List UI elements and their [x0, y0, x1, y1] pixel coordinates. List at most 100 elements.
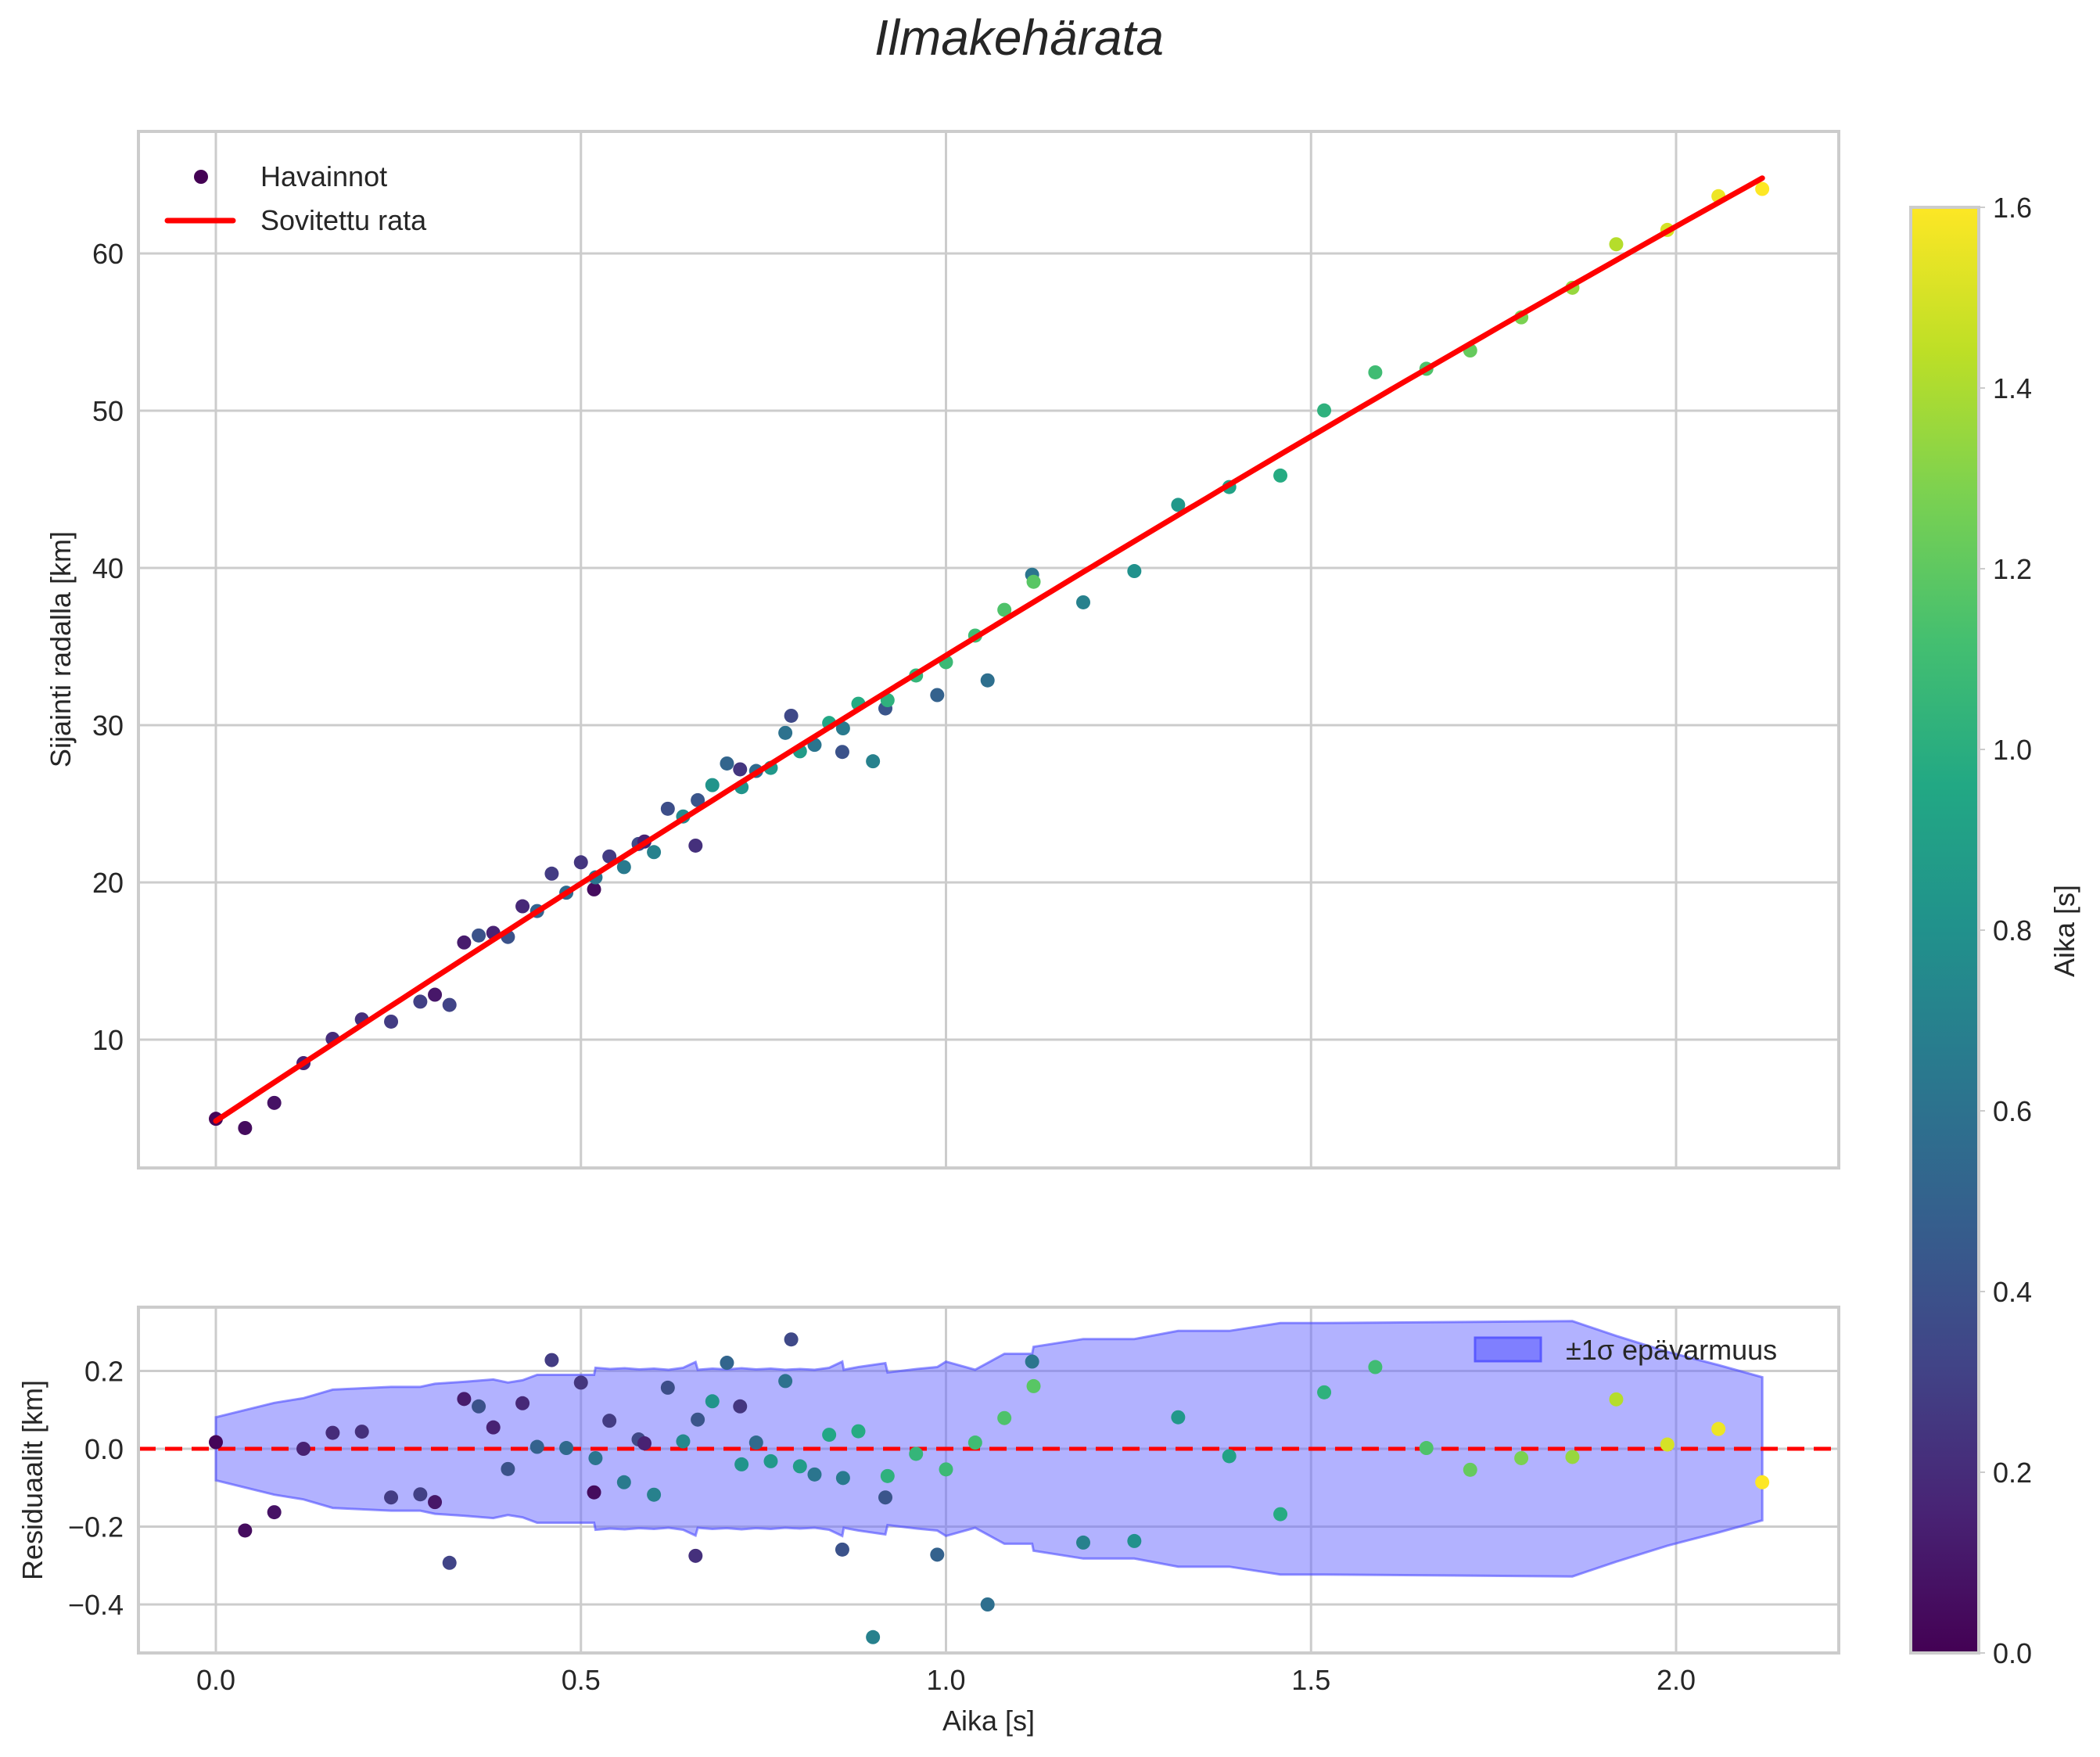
residual-point	[413, 1487, 427, 1501]
observation-point	[930, 688, 944, 702]
residual-point	[784, 1332, 799, 1346]
residual-point	[1420, 1441, 1434, 1455]
residual-point	[355, 1425, 369, 1439]
residual-point	[588, 1451, 602, 1465]
observation-point	[443, 998, 457, 1012]
observation-point	[1317, 404, 1331, 418]
top-y-tick: 40	[92, 552, 124, 584]
top-y-tick: 10	[92, 1024, 124, 1056]
residual-point	[1171, 1410, 1185, 1425]
observation-point	[720, 756, 734, 771]
chart-title: Ilmakehärata	[874, 9, 1164, 66]
residual-point	[793, 1459, 807, 1473]
top-y-tick: 30	[92, 710, 124, 742]
colorbar-tick: 1.6	[1993, 192, 2032, 224]
colorbar: 0.00.20.40.60.81.01.21.41.6 Aika [s]	[1911, 192, 2080, 1669]
residual-point	[384, 1490, 398, 1504]
residual-point	[691, 1413, 705, 1427]
residual-point	[587, 1486, 601, 1500]
residual-point	[749, 1435, 763, 1450]
residual-point	[1273, 1507, 1287, 1522]
observation-point	[1609, 237, 1623, 251]
observation-point	[1127, 564, 1141, 578]
residual-point	[267, 1505, 282, 1519]
legend-label-observations: Havainnot	[260, 160, 387, 192]
top-y-tick-labels: 10 20 30 40 50 60	[92, 238, 124, 1056]
residual-point	[209, 1435, 223, 1450]
x-tick-labels: 0.00.51.01.52.0	[196, 1664, 1696, 1696]
observation-point	[784, 709, 799, 723]
observation-point	[1076, 595, 1090, 609]
residual-point	[1076, 1536, 1090, 1550]
bottom-y-tick-labels: 0.20.0−0.2−0.4	[68, 1356, 124, 1622]
residual-point	[647, 1488, 661, 1502]
bottom-y-tick: 0.0	[84, 1433, 124, 1465]
residual-point	[720, 1356, 734, 1370]
residual-point	[325, 1426, 339, 1440]
residual-point	[501, 1462, 515, 1476]
legend-label-fit: Sovitettu rata	[260, 204, 427, 236]
residual-point	[1609, 1392, 1623, 1407]
bottom-y-tick: 0.2	[84, 1356, 124, 1388]
x-tick: 0.0	[196, 1664, 235, 1696]
observation-point	[647, 845, 661, 859]
observation-point	[688, 839, 702, 853]
observation-point	[835, 745, 849, 759]
residual-point	[1660, 1438, 1675, 1452]
colorbar-tick: 1.2	[1993, 553, 2032, 585]
bottom-y-axis-label: Residuaalit [km]	[16, 1380, 48, 1580]
x-tick: 1.5	[1291, 1664, 1330, 1696]
residual-point	[661, 1381, 675, 1395]
residual-point	[836, 1471, 850, 1485]
observation-point	[574, 855, 588, 869]
bottom-y-tick: −0.4	[68, 1589, 124, 1621]
residual-point	[1755, 1475, 1769, 1489]
residual-point	[296, 1442, 311, 1456]
legend-label-uncertainty: ±1σ epävarmuus	[1566, 1334, 1777, 1366]
residual-point	[457, 1392, 471, 1406]
residual-point	[851, 1425, 865, 1439]
x-axis-label: Aika [s]	[942, 1705, 1035, 1737]
observation-point	[457, 936, 471, 950]
residual-point	[428, 1495, 442, 1509]
residual-point	[688, 1549, 702, 1563]
residual-point	[1222, 1449, 1237, 1463]
residual-point	[1711, 1422, 1725, 1436]
observation-point	[238, 1121, 252, 1135]
observation-point	[413, 994, 427, 1008]
observation-point	[587, 882, 601, 896]
observation-point	[1368, 365, 1382, 379]
colorbar-tick: 1.4	[1993, 372, 2032, 404]
colorbar-tick-labels: 0.00.20.40.60.81.01.21.41.6	[1979, 192, 2032, 1669]
residual-point	[822, 1428, 836, 1442]
observation-point	[705, 778, 720, 792]
observation-point	[384, 1015, 398, 1029]
residual-point	[881, 1469, 895, 1483]
top-y-tick: 60	[92, 238, 124, 270]
residual-point	[734, 1457, 748, 1471]
residual-point	[676, 1435, 690, 1449]
observation-point	[778, 726, 792, 740]
top-y-axis-label: Sijainti radalla [km]	[45, 531, 77, 767]
x-tick: 2.0	[1657, 1664, 1696, 1696]
observation-point	[515, 900, 529, 914]
residual-point	[1317, 1385, 1331, 1399]
residual-point	[1127, 1534, 1141, 1548]
observation-point	[981, 674, 995, 688]
top-y-tick: 20	[92, 867, 124, 899]
colorbar-tick: 0.0	[1993, 1637, 2032, 1669]
residual-point	[705, 1394, 720, 1408]
residual-point	[1025, 1355, 1039, 1369]
residual-point	[778, 1374, 792, 1388]
residual-point	[733, 1399, 747, 1414]
top-y-tick: 50	[92, 395, 124, 427]
residual-point	[1514, 1451, 1528, 1465]
residual-point	[574, 1375, 588, 1389]
residual-point	[472, 1399, 486, 1414]
observation-point	[661, 802, 675, 816]
residual-point	[1027, 1379, 1041, 1393]
residual-point	[238, 1523, 252, 1537]
residual-point	[1368, 1360, 1382, 1374]
residual-point	[835, 1543, 849, 1557]
observation-point	[1027, 575, 1041, 589]
